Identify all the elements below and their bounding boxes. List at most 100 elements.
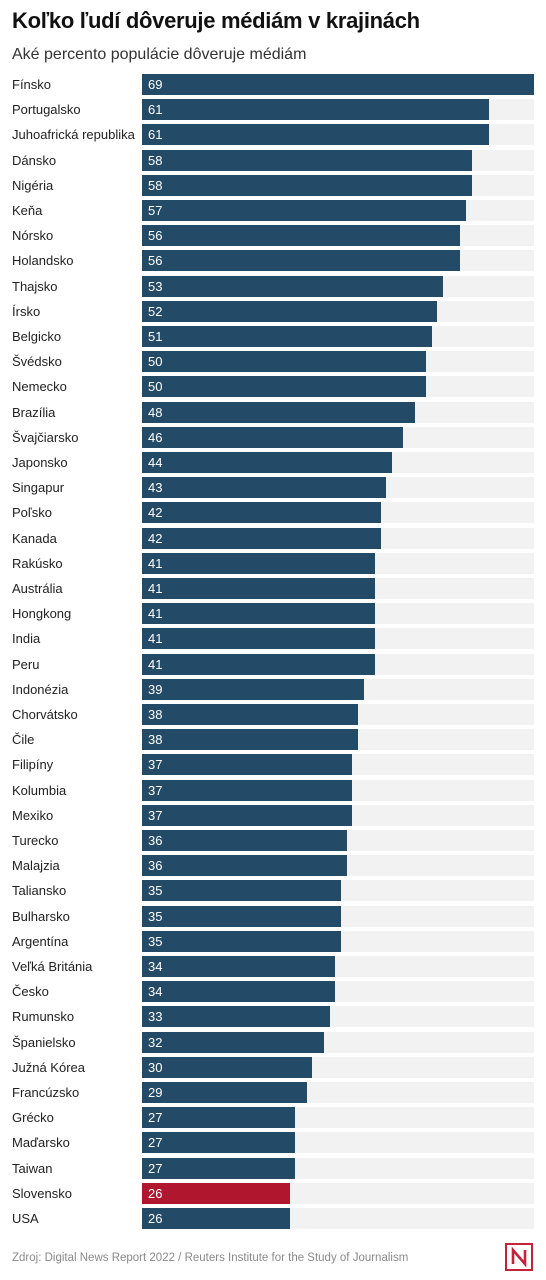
bar: 51 — [142, 326, 432, 347]
bar-track: 53 — [142, 275, 534, 297]
bar: 34 — [142, 981, 336, 1003]
category-label: Fínsko — [12, 77, 52, 92]
bar-track: 37 — [142, 754, 534, 776]
bar: 56 — [142, 250, 461, 272]
bar-row: Južná Kórea 30 — [0, 1056, 546, 1082]
category-label: Južná Kórea — [12, 1059, 85, 1075]
value-label: 26 — [148, 1211, 163, 1226]
category-label: Belgicko — [12, 329, 62, 344]
bar-row: Austrália 41 — [0, 578, 546, 603]
bar: 26 — [142, 1208, 290, 1229]
bar: 53 — [142, 275, 444, 297]
bar: 37 — [142, 804, 353, 826]
category-label: Japonsko — [12, 455, 68, 470]
bar-row: Malajzia 36 — [0, 855, 546, 880]
bar-row: Nigéria 58 — [0, 174, 546, 200]
category-label: Čile — [12, 732, 35, 748]
category-label: Francúzsko — [12, 1085, 80, 1100]
category-label: Maďarsko — [12, 1135, 70, 1151]
bar-track: 69 — [142, 74, 534, 95]
n-logo-icon — [505, 1243, 533, 1271]
bar-row: Turecko 36 — [0, 830, 546, 855]
bar-track: 27 — [142, 1132, 534, 1154]
bar: 52 — [142, 300, 438, 322]
bar-row: Taliansko 35 — [0, 880, 546, 905]
category-label: Česko — [12, 984, 49, 1000]
bar-row: Francúzsko 29 — [0, 1082, 546, 1107]
bar: 50 — [142, 376, 427, 398]
bar: 56 — [142, 225, 461, 247]
bar-row: Keňa 57 — [0, 200, 546, 225]
bar: 36 — [142, 830, 347, 851]
value-label: 50 — [148, 379, 163, 395]
bar-row: Thajsko 53 — [0, 275, 546, 301]
bar-track: 58 — [142, 174, 534, 196]
bar: 41 — [142, 578, 375, 599]
bar-row: Španielsko 32 — [0, 1031, 546, 1057]
bar-track: 56 — [142, 250, 534, 272]
bar-row: Švajčiarsko 46 — [0, 426, 546, 452]
value-label: 34 — [148, 984, 163, 1000]
value-label: 27 — [148, 1110, 163, 1126]
category-label: Švajčiarsko — [12, 429, 79, 445]
bar-track: 41 — [142, 628, 534, 650]
bar-track: 35 — [142, 905, 534, 927]
value-label: 51 — [148, 329, 163, 344]
bar-row: Bulharsko 35 — [0, 905, 546, 931]
category-label: Argentína — [12, 933, 69, 949]
bar-track: 41 — [142, 552, 534, 574]
bar: 61 — [142, 99, 489, 121]
bar-row: Maďarsko 27 — [0, 1132, 546, 1157]
bar-track: 32 — [142, 1031, 534, 1053]
value-label: 43 — [148, 480, 163, 496]
value-label: 38 — [148, 732, 163, 748]
bar: 33 — [142, 1006, 330, 1028]
value-label: 37 — [148, 807, 163, 823]
value-label: 27 — [148, 1160, 163, 1176]
bar-track: 61 — [142, 99, 534, 121]
category-label: Rumunsko — [12, 1009, 75, 1025]
value-label: 26 — [148, 1185, 163, 1201]
bar: 41 — [142, 603, 375, 625]
bar-track: 27 — [142, 1157, 534, 1179]
bar: 44 — [142, 452, 392, 473]
category-label: Veľká Británia — [12, 959, 93, 974]
bar: 29 — [142, 1082, 307, 1103]
category-label: Mexiko — [12, 807, 54, 823]
bar-row: Argentína 35 — [0, 930, 546, 956]
bar: 69 — [142, 74, 534, 95]
value-label: 52 — [148, 303, 163, 319]
bar-track: 61 — [142, 124, 534, 146]
category-label: Hongkong — [12, 606, 72, 622]
category-label: Kanada — [12, 530, 57, 546]
category-label: Nigéria — [12, 177, 54, 193]
value-label: 30 — [148, 1059, 163, 1075]
bar-row: Brazília 48 — [0, 401, 546, 427]
category-label: India — [12, 631, 41, 647]
bar-row: Kolumbia 37 — [0, 779, 546, 805]
bar-track: 50 — [142, 351, 534, 373]
bar-track: 35 — [142, 880, 534, 902]
category-label: Španielsko — [12, 1034, 76, 1050]
bar-row: Indonézia 39 — [0, 678, 546, 704]
category-label: Indonézia — [12, 681, 69, 697]
value-label: 61 — [148, 102, 163, 118]
category-label: Malajzia — [12, 858, 60, 874]
bar-row: Mexiko 37 — [0, 804, 546, 830]
bar: 50 — [142, 351, 427, 373]
category-label: Thajsko — [12, 278, 58, 294]
bar-track: 41 — [142, 653, 534, 675]
bar: 37 — [142, 779, 353, 801]
category-label: Poľsko — [12, 505, 52, 521]
bar: 32 — [142, 1031, 324, 1053]
bar-row: Fínsko 69 — [0, 74, 546, 99]
bar-track: 46 — [142, 426, 534, 448]
bar-row: Kanada 42 — [0, 527, 546, 553]
value-label: 58 — [148, 152, 163, 168]
bar-row: Rumunsko 33 — [0, 1006, 546, 1031]
category-label: Taliansko — [12, 883, 67, 899]
bar-track: 34 — [142, 981, 534, 1003]
value-label: 42 — [148, 505, 163, 521]
bar-track: 43 — [142, 477, 534, 499]
bar-track: 51 — [142, 326, 534, 347]
